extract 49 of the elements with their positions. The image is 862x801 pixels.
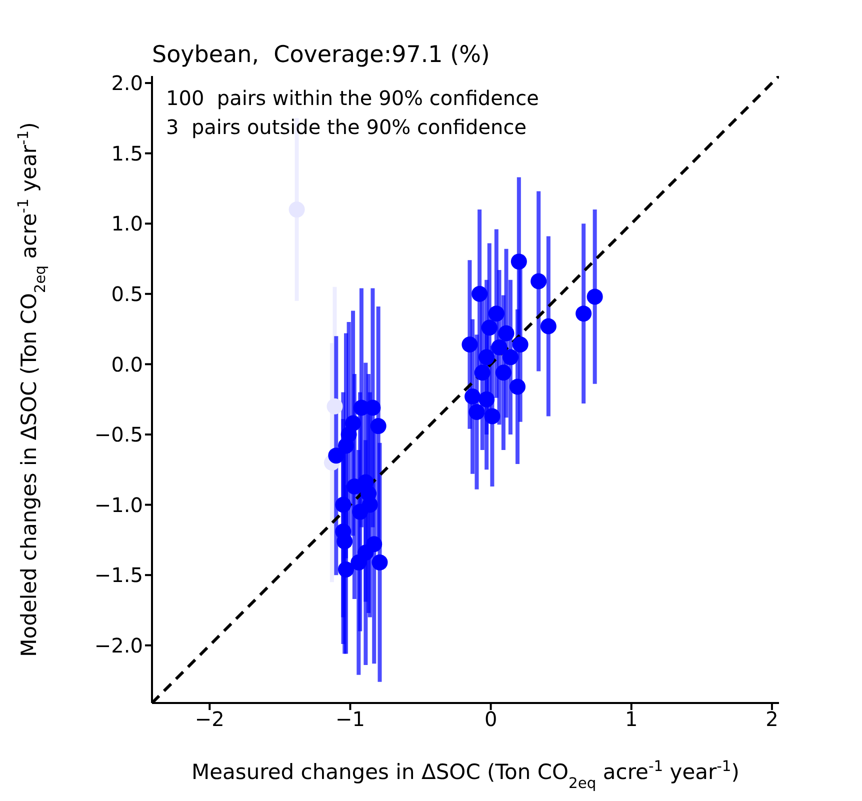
point [326, 398, 343, 414]
x-tick-label: −2 [194, 707, 224, 732]
point [481, 320, 498, 336]
point [468, 404, 485, 420]
point [512, 336, 528, 353]
point [288, 202, 305, 218]
point [362, 496, 378, 513]
point [338, 438, 354, 454]
y-tick-label: 1.5 [111, 141, 143, 166]
y-tick-label: 1.0 [111, 212, 143, 236]
point [478, 349, 495, 366]
point [488, 306, 504, 322]
y-tick-label: −1.5 [94, 563, 143, 588]
point [372, 554, 388, 570]
point [530, 273, 547, 290]
point [472, 286, 488, 302]
y-tick-label: 0.0 [111, 352, 143, 376]
y-tick-label: 2.0 [111, 71, 143, 96]
point [474, 364, 490, 381]
point [338, 561, 354, 578]
y-tick-label: −0.5 [94, 422, 143, 447]
x-tick-label: 0 [484, 707, 498, 732]
point [370, 418, 386, 434]
point [495, 364, 512, 381]
point [498, 325, 514, 342]
annotation: 100 pairs within the 90% confidence [166, 86, 539, 110]
x-tick-label: −1 [335, 707, 365, 732]
point [328, 448, 344, 464]
y-tick-label: −1.0 [94, 492, 143, 517]
y-tick-label: 0.5 [111, 282, 143, 306]
point [335, 496, 352, 513]
point [510, 254, 527, 270]
point [484, 408, 500, 424]
point [478, 391, 495, 408]
y-tick-label: −2.0 [94, 633, 143, 658]
point [576, 306, 592, 322]
point [502, 349, 518, 366]
x-tick-label: 2 [766, 707, 778, 732]
point [350, 554, 367, 570]
point [510, 378, 526, 395]
point [464, 388, 481, 405]
x-axis-title: Measured changes in ΔSOC (Ton CO$_{2eq}$ acre$^{-1}$ year$^{-1}$) [192, 758, 740, 792]
chart-title: Soybean, Coverage:97.1 (%) [152, 42, 490, 68]
point [491, 339, 508, 356]
x-tick-label: 1 [625, 707, 638, 732]
point [462, 336, 478, 353]
annotation: 3 pairs outside the 90% confidence [166, 115, 527, 139]
point [540, 318, 556, 334]
point [586, 288, 603, 305]
